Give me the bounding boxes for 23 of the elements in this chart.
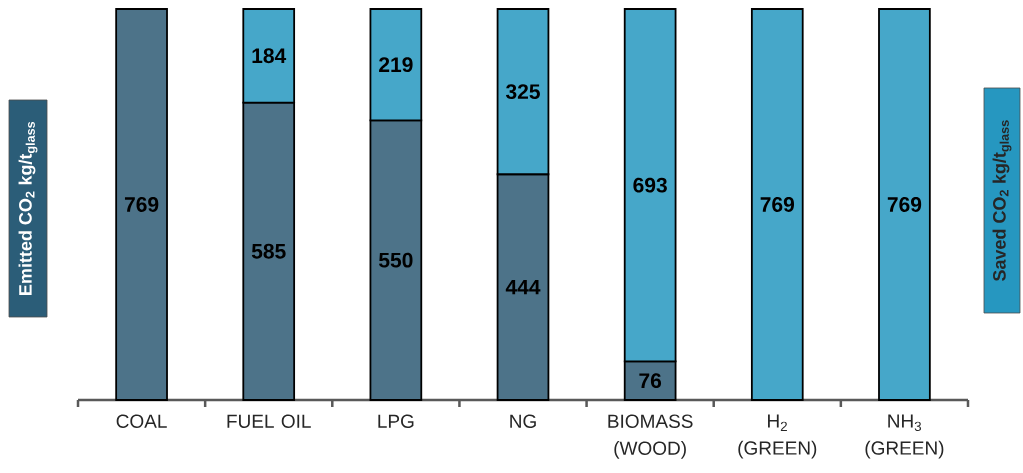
data-label: 325	[505, 84, 540, 100]
y2-axis-title: Saved CO$_{2}$ kg/t$_{glass}$	[992, 120, 1012, 282]
data-label: 769	[760, 197, 795, 212]
x-tick-label: LPG	[378, 414, 414, 428]
x-tick-label: NG	[510, 414, 536, 428]
data-label: 76	[639, 373, 662, 389]
data-label: 769	[124, 197, 159, 212]
data-label: 444	[505, 279, 541, 295]
x-tick-label: H$_{2}$ (GREEN)	[738, 414, 817, 459]
x-tick-label: FUEL OIL	[227, 414, 311, 428]
data-label: 219	[379, 57, 413, 73]
data-label: 184	[252, 48, 287, 64]
bar	[750, 8, 804, 401]
x-tick-label: COAL	[116, 414, 167, 428]
data-label: 769	[887, 197, 922, 212]
y-axis-title: Emitted CO$_{2}$ kg/t$_{glass}$	[18, 121, 38, 295]
bar	[115, 8, 168, 401]
data-label: 693	[633, 177, 667, 193]
data-label: 550	[378, 252, 413, 268]
bar	[878, 8, 931, 401]
x-tick-label: NH$_{3}$ (GREEN)	[865, 414, 944, 459]
x-tick-label: BIOMASS (WOOD)	[608, 414, 693, 459]
data-label: 585	[251, 243, 286, 259]
